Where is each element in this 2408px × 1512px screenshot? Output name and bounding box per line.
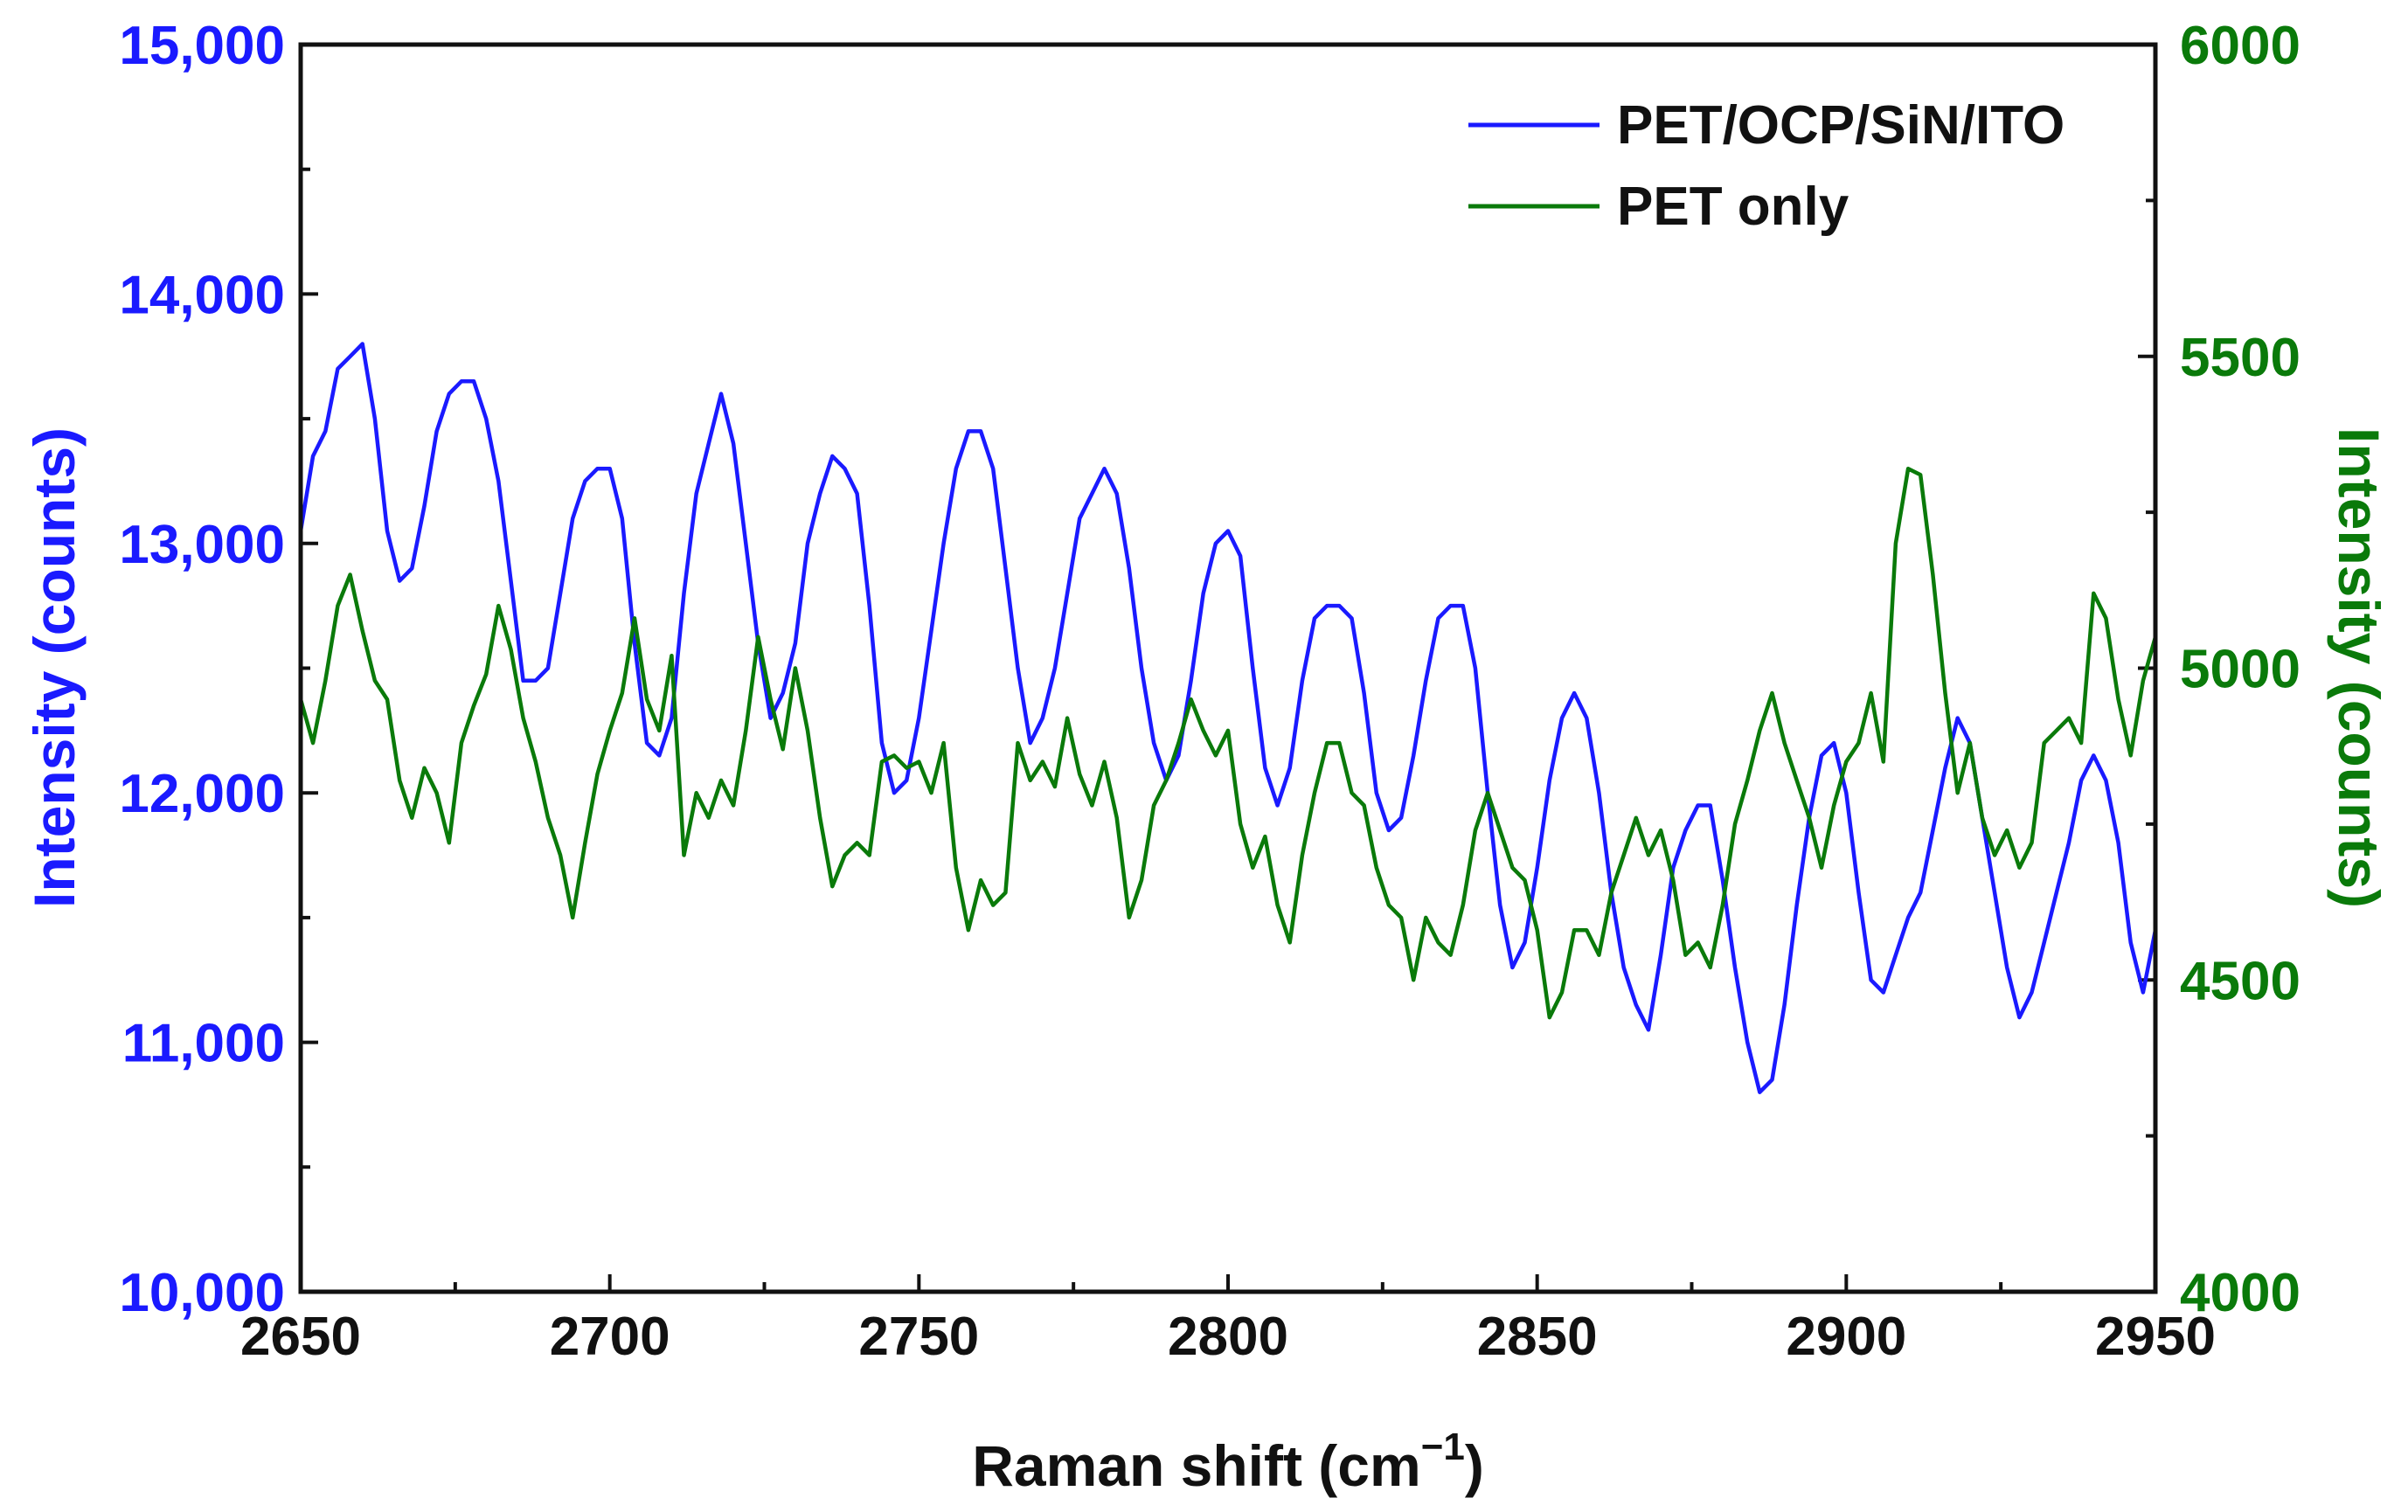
y-left-tick-label: 14,000	[119, 265, 285, 325]
y-left-tick-label: 13,000	[119, 515, 285, 575]
y-left-tick-label: 10,000	[119, 1263, 285, 1323]
x-axis-title-superscript: −1	[1421, 1425, 1465, 1468]
left-axis-ticks: 10,000 11,000 12,000 13,000 14,000 15,000	[119, 16, 318, 1323]
plot-frame	[298, 42, 2158, 1294]
bottom-axis-ticks: 2650 2700 2750 2800 2850 2900 2950	[240, 1274, 2216, 1367]
y-right-tick-label: 5000	[2180, 640, 2300, 700]
legend: PET/OCP/SiN/ITO PET only	[1468, 95, 2064, 237]
x-tick-label: 2800	[1168, 1307, 1288, 1367]
y-left-tick-label: 11,000	[122, 1014, 285, 1074]
series-line-pet-ocp-sin-ito	[298, 342, 2158, 1094]
legend-label-pet-ocp-sin-ito: PET/OCP/SiN/ITO	[1617, 95, 2064, 156]
x-tick-label: 2850	[1477, 1307, 1598, 1367]
y-left-tick-label: 15,000	[119, 16, 285, 76]
y-left-tick-label: 12,000	[119, 764, 285, 824]
x-tick-label: 2700	[550, 1307, 670, 1367]
x-tick-label: 2900	[1786, 1307, 1906, 1367]
series-line-pet-only	[298, 466, 2158, 1020]
legend-label-pet-only: PET only	[1617, 177, 1849, 237]
y-right-tick-label: 4000	[2180, 1263, 2300, 1323]
right-axis-ticks: 4000 4500 5000 5500 6000	[2138, 16, 2300, 1323]
y-axis-title-right: Intensity (counts)	[2327, 427, 2391, 908]
y-right-tick-label: 4500	[2180, 951, 2300, 1011]
x-tick-label: 2950	[2095, 1307, 2216, 1367]
x-axis-title-main: Raman shift (cm	[972, 1433, 1420, 1498]
x-tick-label: 2650	[240, 1307, 361, 1367]
y-right-tick-label: 5500	[2180, 328, 2300, 388]
x-axis-title: Raman shift (cm−1)	[972, 1425, 1484, 1498]
x-axis-title-suffix: )	[1465, 1433, 1484, 1498]
y-right-tick-label: 6000	[2180, 16, 2300, 76]
y-axis-title-left: Intensity (counts)	[22, 427, 87, 908]
x-tick-label: 2750	[858, 1307, 979, 1367]
